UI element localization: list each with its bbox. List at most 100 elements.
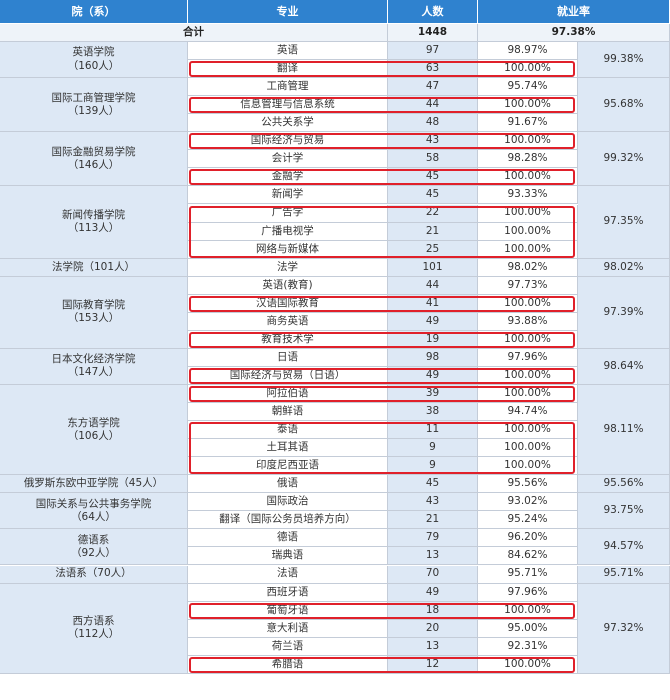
total-count: 1448 <box>388 24 478 43</box>
major-rate: 100.00% <box>478 601 578 620</box>
major-name: 印度尼西亚语 <box>188 457 388 476</box>
major-count: 20 <box>388 619 478 638</box>
college-name: 新闻传播学院 <box>62 208 125 221</box>
major-name: 意大利语 <box>188 619 388 638</box>
major-rate: 95.56% <box>478 475 578 494</box>
college-cell: 俄罗斯东欧中亚学院（45人） <box>0 475 188 494</box>
major-count: 43 <box>388 132 478 151</box>
major-rate: 93.33% <box>478 186 578 205</box>
major-count: 48 <box>388 114 478 133</box>
college-count: （153人） <box>67 312 120 325</box>
major-name: 希腊语 <box>188 655 388 674</box>
major-count: 58 <box>388 150 478 169</box>
college-rate: 98.11% <box>578 385 670 476</box>
major-count: 97 <box>388 42 478 61</box>
major-count: 21 <box>388 511 478 530</box>
major-count: 11 <box>388 421 478 440</box>
major-rate: 91.67% <box>478 114 578 133</box>
college-name: 英语学院 <box>72 46 115 59</box>
header-rate: 就业率 <box>478 0 670 24</box>
college-rate: 93.75% <box>578 493 670 530</box>
college-rate: 97.39% <box>578 276 670 349</box>
college-rate: 97.32% <box>578 583 670 674</box>
major-rate: 100.00% <box>478 204 578 223</box>
major-rate: 100.00% <box>478 222 578 241</box>
college-cell: 法语系（70人） <box>0 565 188 584</box>
major-name: 广告学 <box>188 204 388 223</box>
major-count: 101 <box>388 258 478 277</box>
college-rate: 95.56% <box>578 475 670 494</box>
major-rate: 95.24% <box>478 511 578 530</box>
major-count: 19 <box>388 330 478 349</box>
major-rate: 93.88% <box>478 312 578 331</box>
major-rate: 100.00% <box>478 366 578 385</box>
major-name: 德语 <box>188 529 388 548</box>
major-name: 国际经济与贸易（日语） <box>188 366 388 385</box>
college-cell: 国际工商管理学院 （139人） <box>0 78 188 133</box>
college-count: （112人） <box>67 628 120 641</box>
college-name: 东方语学院 <box>67 416 120 429</box>
major-name: 西班牙语 <box>188 583 388 602</box>
major-name: 商务英语 <box>188 312 388 331</box>
major-name: 日语 <box>188 348 388 367</box>
major-name: 法学 <box>188 258 388 277</box>
major-name: 翻译 <box>188 60 388 79</box>
college-name: 俄罗斯东欧中亚学院（45人） <box>23 477 164 490</box>
major-rate: 97.96% <box>478 348 578 367</box>
major-rate: 92.31% <box>478 637 578 656</box>
major-rate: 94.74% <box>478 403 578 422</box>
college-cell: 日本文化经济学院 （147人） <box>0 348 188 385</box>
college-cell: 国际金融贸易学院 （146人） <box>0 132 188 187</box>
major-rate: 100.00% <box>478 60 578 79</box>
major-name: 广播电视学 <box>188 222 388 241</box>
major-rate: 95.74% <box>478 78 578 97</box>
college-cell: 英语学院 （160人） <box>0 42 188 79</box>
header-count: 人数 <box>388 0 478 24</box>
college-rate: 94.57% <box>578 529 670 566</box>
major-count: 41 <box>388 294 478 313</box>
major-count: 22 <box>388 204 478 223</box>
major-name: 翻译（国际公务员培养方向） <box>188 511 388 530</box>
college-rate: 98.02% <box>578 258 670 277</box>
major-rate: 96.20% <box>478 529 578 548</box>
college-name: 国际金融贸易学院 <box>51 145 136 158</box>
major-rate: 95.71% <box>478 565 578 584</box>
major-name: 英语(教育) <box>188 276 388 295</box>
major-count: 47 <box>388 78 478 97</box>
college-name: 国际工商管理学院 <box>51 91 136 104</box>
college-name: 德语系 <box>77 533 110 546</box>
major-count: 45 <box>388 475 478 494</box>
college-count: （147人） <box>67 366 120 379</box>
college-count: （113人） <box>67 222 120 235</box>
major-name: 网络与新媒体 <box>188 240 388 259</box>
major-rate: 93.02% <box>478 493 578 512</box>
college-cell: 西方语系 （112人） <box>0 583 188 674</box>
major-name: 教育技术学 <box>188 330 388 349</box>
major-rate: 100.00% <box>478 385 578 404</box>
major-count: 49 <box>388 366 478 385</box>
major-rate: 100.00% <box>478 96 578 115</box>
college-name: 法语系（70人） <box>55 567 132 580</box>
major-name: 法语 <box>188 565 388 584</box>
college-cell: 法学院（101人） <box>0 258 188 277</box>
college-count: （64人） <box>71 510 116 523</box>
major-name: 工商管理 <box>188 78 388 97</box>
major-name: 会计学 <box>188 150 388 169</box>
college-cell: 国际关系与公共事务学院 （64人） <box>0 493 188 530</box>
major-count: 9 <box>388 457 478 476</box>
major-rate: 100.00% <box>478 330 578 349</box>
major-rate: 98.97% <box>478 42 578 61</box>
major-name: 英语 <box>188 42 388 61</box>
major-name: 朝鲜语 <box>188 403 388 422</box>
major-rate: 100.00% <box>478 457 578 476</box>
major-rate: 100.00% <box>478 132 578 151</box>
major-name: 荷兰语 <box>188 637 388 656</box>
major-name: 新闻学 <box>188 186 388 205</box>
college-count: （92人） <box>71 546 116 559</box>
college-count: （106人） <box>67 429 120 442</box>
header-college: 院（系） <box>0 0 188 24</box>
college-name: 日本文化经济学院 <box>51 353 136 366</box>
major-name: 阿拉伯语 <box>188 385 388 404</box>
college-cell: 新闻传播学院 （113人） <box>0 186 188 259</box>
